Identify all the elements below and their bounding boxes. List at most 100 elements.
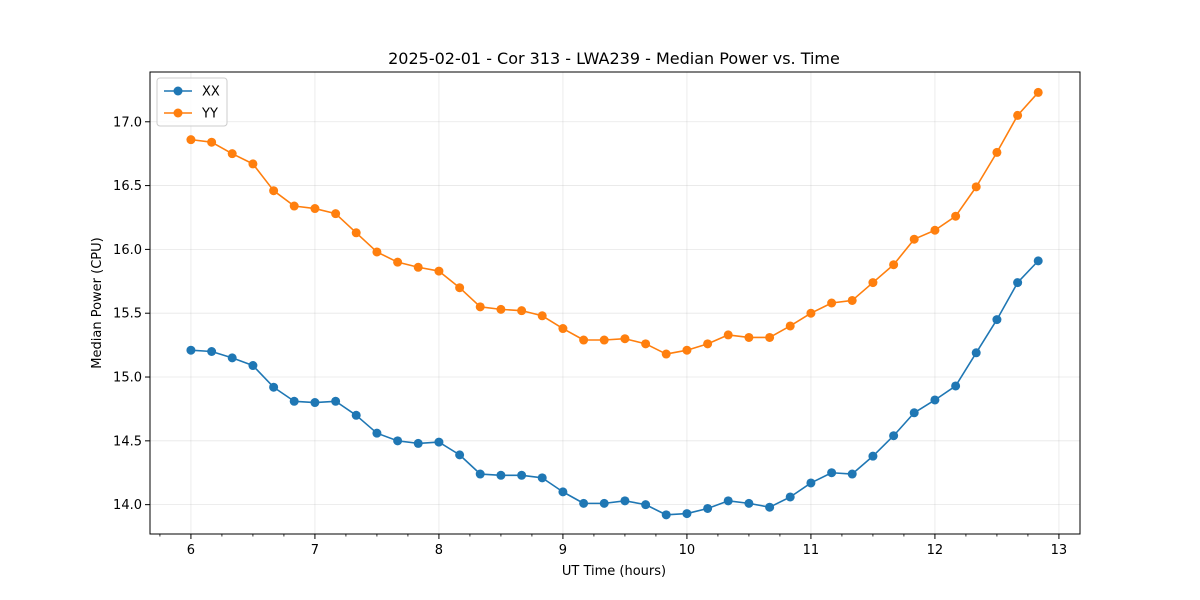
data-point-xx — [413, 438, 423, 448]
data-point-xx — [558, 487, 568, 497]
data-point-yy — [785, 321, 795, 331]
data-point-yy — [372, 247, 382, 257]
x-tick-label: 9 — [559, 543, 567, 558]
data-point-xx — [496, 470, 506, 480]
x-tick-label: 12 — [927, 543, 944, 558]
data-point-xx — [331, 396, 341, 406]
data-point-yy — [971, 182, 981, 192]
data-point-yy — [351, 228, 361, 238]
data-point-yy — [723, 330, 733, 340]
axis-ticks: 6 7 8 9 10 11 12 13 14.0 14.5 15.0 15.5 16.0 16.5 17.0 — [113, 115, 1067, 558]
data-point-xx — [661, 510, 671, 520]
data-point-yy — [207, 137, 217, 147]
data-point-xx — [723, 496, 733, 506]
data-point-yy — [703, 339, 713, 349]
series-yy — [186, 87, 1043, 359]
data-point-yy — [248, 159, 258, 169]
data-point-xx — [1033, 256, 1043, 266]
x-tick-label: 7 — [311, 543, 319, 558]
chart-title: 2025-02-01 - Cor 313 - LWA239 - Median P… — [388, 49, 840, 68]
x-tick-label: 6 — [187, 543, 195, 558]
x-tick-label: 11 — [803, 543, 820, 558]
plot-frame — [149, 71, 1081, 535]
data-point-xx — [1013, 278, 1023, 288]
data-point-xx — [248, 361, 258, 371]
y-tick-label: 15.0 — [113, 371, 142, 386]
data-point-yy — [909, 234, 919, 244]
legend: XX YY — [156, 77, 228, 127]
data-point-xx — [227, 353, 237, 363]
data-point-xx — [682, 509, 692, 519]
data-point-yy — [868, 278, 878, 288]
data-point-yy — [289, 201, 299, 211]
series-layer — [186, 87, 1043, 520]
data-point-xx — [971, 348, 981, 358]
data-point-xx — [909, 408, 919, 418]
data-point-xx — [868, 451, 878, 461]
data-point-xx — [207, 347, 217, 356]
data-point-yy — [413, 262, 423, 272]
data-point-yy — [641, 339, 651, 349]
data-point-yy — [310, 204, 320, 214]
legend-marker-xx — [173, 86, 183, 96]
data-point-xx — [806, 478, 816, 488]
data-point-yy — [620, 334, 630, 344]
x-tick-label: 13 — [1051, 543, 1068, 558]
data-point-yy — [827, 298, 837, 308]
data-point-yy — [393, 257, 403, 267]
data-point-xx — [434, 437, 444, 447]
y-tick-label: 14.5 — [113, 434, 142, 449]
data-point-xx — [847, 469, 857, 479]
data-point-yy — [889, 260, 899, 270]
data-point-xx — [310, 398, 320, 408]
data-point-xx — [765, 502, 775, 512]
data-point-xx — [393, 436, 403, 446]
y-tick-label: 16.0 — [113, 243, 142, 258]
data-point-xx — [744, 498, 754, 508]
data-point-yy — [744, 332, 754, 342]
data-point-yy — [1013, 110, 1023, 120]
data-point-yy — [599, 335, 609, 345]
y-tick-label: 14.0 — [113, 498, 142, 513]
data-point-xx — [517, 470, 527, 480]
data-point-yy — [765, 332, 775, 342]
legend-label-yy: YY — [201, 107, 218, 122]
series-xx — [186, 256, 1043, 520]
data-point-yy — [682, 345, 692, 355]
data-point-xx — [930, 395, 940, 405]
data-point-xx — [537, 473, 547, 483]
data-point-yy — [517, 306, 527, 316]
y-tick-label: 15.5 — [113, 307, 142, 322]
data-point-xx — [992, 315, 1002, 325]
data-point-yy — [496, 304, 506, 314]
data-point-yy — [806, 308, 816, 318]
grid-lines — [150, 72, 1080, 534]
data-point-xx — [785, 492, 795, 502]
data-point-yy — [434, 266, 444, 276]
legend-label-xx: XX — [202, 85, 220, 100]
data-point-yy — [951, 211, 961, 221]
data-point-xx — [641, 500, 651, 510]
data-point-yy — [661, 349, 671, 359]
data-point-yy — [186, 135, 196, 145]
data-point-yy — [331, 209, 341, 219]
data-point-yy — [269, 186, 279, 196]
data-point-xx — [351, 410, 361, 420]
data-point-xx — [269, 382, 279, 392]
data-point-xx — [579, 498, 589, 508]
data-point-yy — [579, 335, 589, 345]
data-point-yy — [930, 225, 940, 235]
data-point-yy — [992, 147, 1002, 157]
y-tick-label: 17.0 — [113, 115, 142, 130]
data-point-yy — [558, 324, 568, 334]
data-point-xx — [599, 498, 609, 508]
data-point-xx — [620, 496, 630, 506]
data-point-xx — [372, 428, 382, 438]
legend-marker-yy — [173, 108, 183, 118]
data-point-xx — [475, 469, 485, 479]
data-point-xx — [827, 468, 837, 478]
x-tick-label: 10 — [679, 543, 696, 558]
data-point-yy — [227, 149, 237, 159]
x-tick-label: 8 — [435, 543, 443, 558]
